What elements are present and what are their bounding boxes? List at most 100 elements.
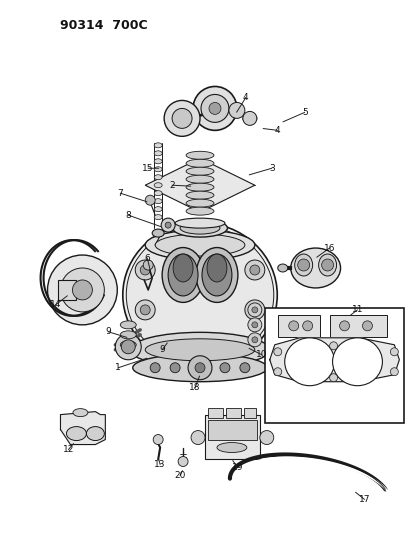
- Ellipse shape: [318, 254, 336, 276]
- Ellipse shape: [185, 151, 214, 159]
- Ellipse shape: [66, 426, 86, 441]
- Ellipse shape: [185, 183, 214, 191]
- Circle shape: [273, 348, 281, 356]
- Ellipse shape: [284, 338, 334, 386]
- Circle shape: [164, 100, 199, 136]
- Ellipse shape: [277, 264, 287, 272]
- Ellipse shape: [154, 151, 162, 156]
- Circle shape: [242, 111, 256, 125]
- Ellipse shape: [86, 426, 104, 441]
- Circle shape: [249, 265, 259, 275]
- Text: 15: 15: [142, 164, 154, 173]
- Text: 11: 11: [351, 305, 362, 314]
- Circle shape: [302, 321, 312, 331]
- Circle shape: [150, 363, 160, 373]
- Ellipse shape: [173, 254, 192, 282]
- Circle shape: [143, 260, 153, 270]
- Ellipse shape: [120, 331, 136, 339]
- Circle shape: [244, 260, 264, 280]
- Text: 18: 18: [189, 383, 200, 392]
- Ellipse shape: [145, 230, 254, 260]
- Circle shape: [247, 303, 261, 317]
- Ellipse shape: [196, 247, 237, 302]
- Polygon shape: [60, 411, 105, 445]
- Text: 7: 7: [117, 189, 123, 198]
- Text: 4: 4: [274, 126, 280, 135]
- Text: 20: 20: [174, 471, 185, 480]
- Ellipse shape: [168, 254, 197, 296]
- Text: 5: 5: [301, 108, 307, 117]
- Circle shape: [135, 260, 155, 280]
- Ellipse shape: [154, 143, 162, 148]
- Circle shape: [170, 363, 180, 373]
- Circle shape: [72, 280, 92, 300]
- Circle shape: [153, 434, 163, 445]
- Circle shape: [115, 334, 141, 360]
- Ellipse shape: [185, 207, 214, 215]
- Circle shape: [273, 368, 281, 376]
- Ellipse shape: [206, 254, 226, 282]
- Text: 16: 16: [323, 244, 335, 253]
- Circle shape: [244, 300, 264, 320]
- Bar: [204, 415, 259, 459]
- Ellipse shape: [175, 218, 224, 228]
- Circle shape: [47, 255, 117, 325]
- Text: 13: 13: [154, 460, 166, 469]
- Bar: [207, 419, 256, 440]
- Ellipse shape: [185, 199, 214, 207]
- Ellipse shape: [154, 207, 162, 212]
- Circle shape: [192, 86, 236, 131]
- Circle shape: [201, 94, 228, 123]
- Circle shape: [329, 374, 337, 382]
- Bar: [277, 315, 319, 337]
- Circle shape: [161, 218, 175, 232]
- Text: 1: 1: [115, 363, 121, 372]
- Ellipse shape: [332, 338, 382, 386]
- Circle shape: [172, 108, 192, 128]
- Circle shape: [135, 300, 155, 320]
- Ellipse shape: [154, 199, 162, 204]
- Ellipse shape: [185, 167, 214, 175]
- Text: 9: 9: [159, 345, 165, 354]
- Circle shape: [389, 348, 397, 356]
- Circle shape: [362, 321, 372, 331]
- Circle shape: [321, 259, 333, 271]
- Bar: [207, 408, 223, 417]
- Circle shape: [140, 305, 150, 315]
- Text: 12: 12: [63, 445, 74, 454]
- Circle shape: [219, 363, 229, 373]
- Ellipse shape: [294, 254, 312, 276]
- Circle shape: [251, 322, 257, 328]
- Circle shape: [228, 102, 244, 118]
- Circle shape: [239, 363, 249, 373]
- Circle shape: [140, 265, 150, 275]
- Text: 4: 4: [242, 93, 248, 102]
- Circle shape: [251, 337, 257, 343]
- Circle shape: [195, 363, 204, 373]
- Ellipse shape: [120, 341, 136, 349]
- Text: 2: 2: [169, 181, 175, 190]
- Circle shape: [188, 356, 211, 379]
- Bar: [225, 408, 240, 417]
- Circle shape: [121, 340, 135, 354]
- Text: 10: 10: [256, 350, 267, 359]
- Circle shape: [247, 333, 261, 347]
- Text: 6: 6: [144, 254, 150, 263]
- Circle shape: [329, 342, 337, 350]
- Bar: [243, 408, 255, 417]
- Text: 3: 3: [268, 164, 274, 173]
- Circle shape: [178, 456, 188, 466]
- Circle shape: [389, 368, 397, 376]
- Ellipse shape: [242, 114, 256, 123]
- Ellipse shape: [290, 248, 340, 288]
- Ellipse shape: [216, 442, 246, 453]
- Ellipse shape: [202, 254, 231, 296]
- Ellipse shape: [154, 159, 162, 164]
- Text: 9: 9: [105, 327, 111, 336]
- Circle shape: [297, 259, 309, 271]
- Circle shape: [247, 318, 261, 332]
- Circle shape: [249, 305, 259, 315]
- Ellipse shape: [145, 339, 254, 361]
- Circle shape: [60, 268, 104, 312]
- Ellipse shape: [73, 409, 88, 417]
